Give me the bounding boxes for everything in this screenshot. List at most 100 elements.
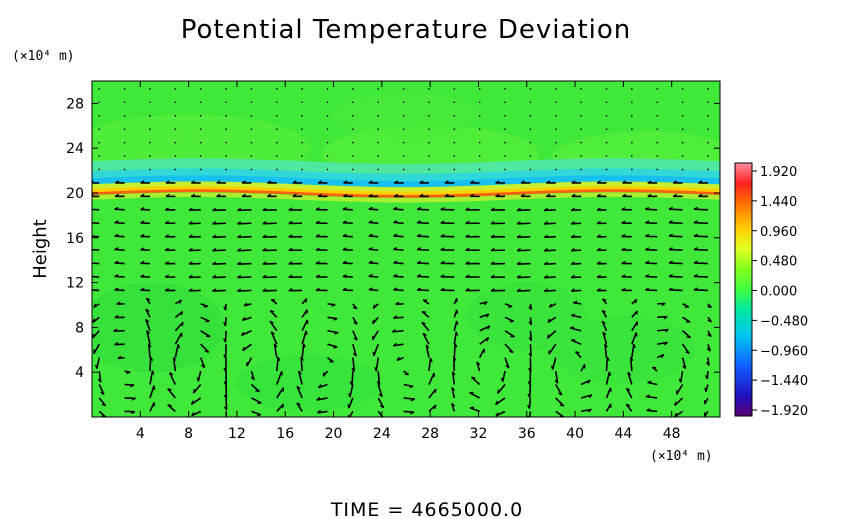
vector-arrowhead: [92, 333, 95, 339]
vector-arrowhead: [416, 260, 422, 264]
vector-arrowhead: [516, 261, 521, 265]
vector-arrowhead: [292, 193, 297, 197]
vector-arrowhead: [262, 247, 267, 252]
vector-arrowhead: [421, 310, 427, 313]
vector-arrowhead: [113, 328, 118, 332]
vector-arrowhead: [490, 234, 495, 238]
vector-dot: [453, 114, 456, 117]
vector-arrowhead: [262, 207, 267, 211]
vector-arrowhead: [317, 193, 322, 197]
vector-arrowhead: [645, 287, 650, 291]
vector-arrow: [681, 343, 690, 354]
vector-arrowhead: [495, 193, 500, 197]
vector-arrow: [393, 316, 404, 319]
vector-dot: [605, 114, 608, 117]
vector-arrow: [92, 330, 100, 339]
vector-arrowhead: [672, 180, 677, 184]
vector-dot: [529, 128, 532, 130]
vector-arrow: [377, 384, 383, 398]
vector-dot: [707, 88, 709, 90]
vector-arrowhead: [422, 332, 427, 337]
vector-arrowhead: [645, 247, 650, 251]
vector-arrow: [668, 235, 683, 238]
vector-arrowhead: [630, 356, 634, 362]
vector-arrow: [368, 208, 379, 211]
vector-arrowhead: [668, 287, 673, 291]
vector-dot: [123, 101, 126, 104]
vector-arrowhead: [292, 180, 297, 184]
vector-arrow: [190, 397, 202, 405]
vector-dot: [352, 128, 354, 130]
vector-arrowhead: [342, 274, 347, 278]
vector-arrow: [693, 275, 708, 278]
vector-arrow: [544, 276, 556, 279]
vector-arrowhead: [483, 301, 488, 306]
vector-arrow: [352, 330, 358, 341]
vector-arrowhead: [440, 287, 445, 291]
field-patch: [236, 355, 382, 412]
vector-arrow: [368, 262, 379, 265]
vector-arrow: [469, 407, 480, 413]
vector-arrowhead: [396, 356, 400, 361]
colorbar-label: 0.960: [760, 225, 797, 240]
vector-arrow: [237, 249, 252, 252]
chart-title: Potential Temperature Deviation: [181, 15, 632, 45]
vector-arrow: [373, 343, 379, 357]
vector-arrowhead: [570, 247, 575, 252]
vector-arrowhead: [693, 260, 698, 264]
vector-arrowhead: [440, 260, 445, 264]
vector-dot: [453, 141, 456, 144]
vector-arrow: [212, 276, 227, 279]
vector-arrowhead: [527, 404, 531, 409]
vector-arrowhead: [440, 220, 445, 224]
vector-arrowhead: [520, 180, 525, 184]
vector-dot: [98, 101, 101, 104]
vector-dot: [478, 141, 481, 144]
vector-arrowhead: [621, 234, 626, 238]
vector-arrowhead: [101, 403, 106, 407]
vector-arrowhead: [456, 309, 459, 314]
vector-arrow: [479, 325, 491, 332]
vector-arrow: [114, 221, 125, 225]
vector-arrowhead: [151, 370, 155, 375]
vector-dot: [377, 88, 380, 90]
vector-arrowhead: [224, 416, 226, 417]
vector-arrowhead: [255, 390, 260, 393]
vector-arrow: [403, 397, 415, 401]
vector-arrow: [605, 387, 612, 399]
vector-arrowhead: [663, 341, 668, 346]
vector-arrow: [580, 379, 591, 386]
vector-arrowhead: [645, 233, 650, 237]
vector-arrow: [517, 276, 531, 279]
vector-dot: [326, 141, 329, 144]
band-stripe: [92, 168, 720, 182]
vector-arrow: [571, 276, 582, 279]
vector-dot: [580, 141, 582, 144]
vector-arrow: [251, 410, 262, 416]
vector-dot: [631, 128, 633, 130]
vector-arrowhead: [528, 367, 532, 372]
vector-arrowhead: [487, 325, 491, 330]
vector-arrow: [200, 330, 211, 338]
vector-arrowhead: [368, 193, 373, 197]
vector-arrowhead: [393, 233, 398, 237]
vector-arrowhead: [88, 248, 92, 250]
vector-dot: [250, 101, 253, 104]
vector-arrowhead: [500, 377, 504, 382]
vector-arrowhead: [410, 398, 416, 402]
vector-arrow: [451, 403, 456, 412]
vector-arrow: [555, 397, 565, 407]
y-tick-label: 12: [66, 276, 84, 292]
vector-dot: [275, 88, 278, 90]
vector-dot: [656, 114, 658, 117]
vector-dot: [453, 88, 456, 90]
colorbar: [734, 162, 753, 417]
colorbar-label: −0.960: [760, 344, 808, 359]
vector-arrowhead: [317, 180, 322, 184]
vector-arrow: [224, 317, 227, 326]
heatmap-plot-area: [88, 81, 720, 417]
vector-arrowhead: [490, 274, 495, 278]
vector-dot: [428, 155, 430, 157]
vector-arrowhead: [126, 371, 131, 375]
vector-arrowhead: [465, 207, 470, 211]
